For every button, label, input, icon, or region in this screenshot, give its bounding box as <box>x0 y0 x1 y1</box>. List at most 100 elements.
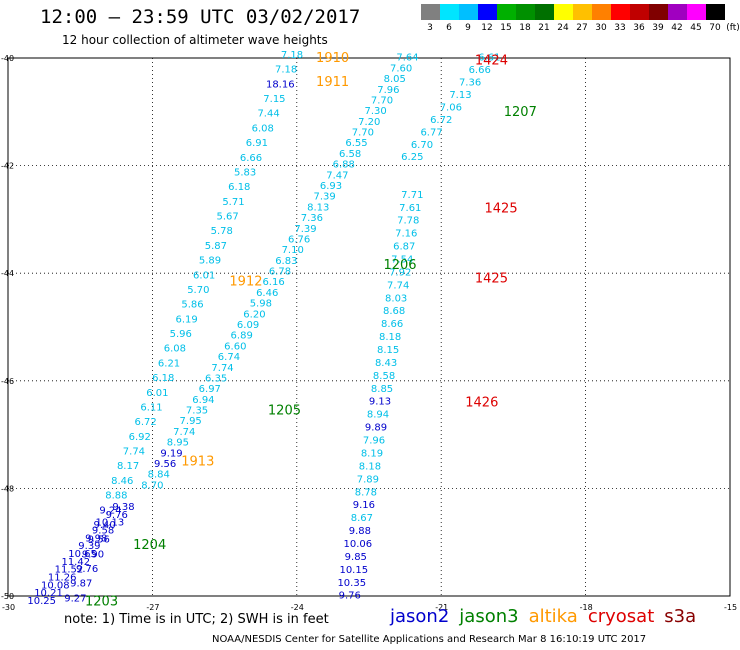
wave-height-value: 5.70 <box>187 285 209 296</box>
wave-height-value: 6.94 <box>192 395 214 406</box>
scale-swatch <box>421 4 440 20</box>
wave-height-value: 5.86 <box>181 300 203 311</box>
wave-height-value: 6.83 <box>275 256 297 267</box>
scale-swatch <box>459 4 478 20</box>
pass-time-label: 1425 <box>485 202 518 217</box>
lat-tick-label: -48 <box>1 484 14 493</box>
lon-tick-label: -27 <box>146 603 159 612</box>
scale-swatch <box>649 4 668 20</box>
wave-height-value: 7.18 <box>281 50 303 61</box>
pass-time-label: 1426 <box>465 395 498 410</box>
lon-tick-label: -15 <box>724 603 737 612</box>
wave-height-value: 8.18 <box>359 461 381 472</box>
wave-height-value: 7.16 <box>395 229 417 240</box>
plot-frame <box>7 57 731 597</box>
scale-swatch <box>573 4 592 20</box>
pass-time-label: 1912 <box>229 274 262 289</box>
wave-height-value: 9.76 <box>106 510 128 521</box>
wave-height-value: 7.36 <box>459 78 481 89</box>
pass-time-label: 1913 <box>181 455 214 470</box>
wave-height-value: 5.83 <box>234 167 256 178</box>
lat-tick-label: -50 <box>1 592 14 601</box>
pass-time-label: 1911 <box>316 75 349 90</box>
wave-height-value: 7.64 <box>396 53 418 64</box>
wave-height-value: 9.87 <box>70 579 92 590</box>
lat-tick-label: -42 <box>1 162 14 171</box>
pass-time-label: 1425 <box>475 272 508 287</box>
wave-height-value: 7.39 <box>313 192 335 203</box>
wave-height-value: 5.98 <box>250 299 272 310</box>
scale-label: 30 <box>595 23 607 33</box>
wave-height-value: 6.92 <box>129 432 151 443</box>
wave-height-value: 7.15 <box>263 94 285 105</box>
wave-height-value: 9.24 <box>99 505 121 516</box>
wave-height-value: 7.54 <box>391 255 413 266</box>
wave-height-value: 6.70 <box>411 140 433 151</box>
wave-height-value: 7.96 <box>363 436 385 447</box>
wave-height-value: 6.66 <box>469 65 491 76</box>
satellite-legend-altika: altika <box>528 606 578 627</box>
wave-height-value: 9.76 <box>76 564 98 575</box>
wave-height-value: 6.08 <box>252 123 274 134</box>
wave-height-value: 8.84 <box>148 470 170 481</box>
wave-height-value: 6.18 <box>152 373 174 384</box>
page-title: 12:00 — 23:59 UTC 03/02/2017 <box>40 6 361 28</box>
wave-height-value: 7.36 <box>301 213 323 224</box>
scale-label: 27 <box>576 23 588 33</box>
pass-time-label: 1207 <box>504 105 537 120</box>
scale-label: 42 <box>671 23 683 33</box>
wave-height-value: 9.90 <box>82 549 104 560</box>
wave-height-value: 6.61 <box>478 53 500 64</box>
wave-height-value: 6.35 <box>205 373 227 384</box>
lat-tick-label: -40 <box>1 54 14 63</box>
wave-height-value: 8.58 <box>373 371 395 382</box>
wave-height-value: 8.67 <box>351 513 373 524</box>
wave-height-value: 8.15 <box>377 345 399 356</box>
scale-swatch <box>516 4 535 20</box>
wave-height-value: 7.89 <box>357 474 379 485</box>
wave-height-value: 9.89 <box>365 423 387 434</box>
wave-height-value: 18.16 <box>266 79 295 90</box>
wave-height-value: 10.06 <box>344 539 373 550</box>
wave-height-value: 8.95 <box>167 438 189 449</box>
wave-height-value: 6.21 <box>158 358 180 369</box>
scale-swatch <box>554 4 573 20</box>
lon-tick-label: -24 <box>291 603 304 612</box>
satellite-legend-jason2: jason2 <box>390 606 450 627</box>
wave-height-value: 10.25 <box>27 596 56 607</box>
wave-height-value: 7.78 <box>397 216 419 227</box>
wave-height-value: 7.74 <box>211 363 233 374</box>
wave-height-value: 11.42 <box>61 557 90 568</box>
wave-height-value: 9.39 <box>78 541 100 552</box>
scale-swatch <box>497 4 516 20</box>
wave-height-value: 6.72 <box>135 417 157 428</box>
wave-height-value: 7.39 <box>294 224 316 235</box>
wave-height-value: 9.40 <box>94 520 116 531</box>
wave-height-value: 6.66 <box>240 153 262 164</box>
wave-height-value: 6.93 <box>320 181 342 192</box>
wave-height-value: 8.68 <box>383 306 405 317</box>
wave-height-value: 9.76 <box>339 591 361 602</box>
wave-height-value: 7.18 <box>275 65 297 76</box>
wave-height-value: 8.18 <box>379 332 401 343</box>
wave-height-value: 7.35 <box>186 406 208 417</box>
wave-height-value: 6.91 <box>246 138 268 149</box>
scale-label: 3 <box>427 23 433 33</box>
wave-height-value: 6.01 <box>146 388 168 399</box>
wave-height-value: 7.95 <box>180 416 202 427</box>
lon-tick-label: -18 <box>580 603 593 612</box>
wave-height-value: 6.78 <box>269 267 291 278</box>
wave-height-value: 5.78 <box>211 226 233 237</box>
scale-label: 33 <box>614 23 626 33</box>
wave-height-value: 6.60 <box>224 341 246 352</box>
wave-height-value: 8.19 <box>361 448 383 459</box>
wave-height-value: 8.17 <box>117 461 139 472</box>
wave-height-value: 5.67 <box>216 212 238 223</box>
scale-label: 39 <box>652 23 664 33</box>
wave-height-value: 8.78 <box>355 487 377 498</box>
wave-height-value: 8.03 <box>385 293 407 304</box>
pass-time-label: 1204 <box>133 538 166 553</box>
wave-height-value: 10.15 <box>339 565 368 576</box>
wave-height-value: 8.13 <box>307 202 329 213</box>
wave-height-value: 7.06 <box>440 102 462 113</box>
